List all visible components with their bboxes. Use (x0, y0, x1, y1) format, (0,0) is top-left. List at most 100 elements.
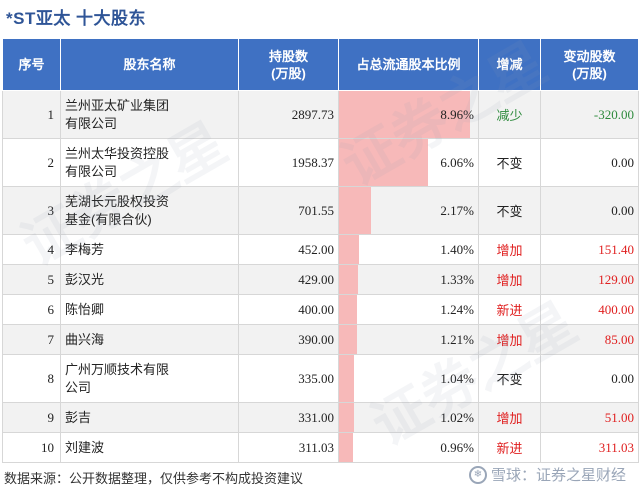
rank-cell: 6 (2, 294, 61, 325)
table-row: 6 陈怡卿 400.00 1.24% 新进 400.00 (2, 294, 639, 325)
change-status-cell: 新进 (478, 294, 541, 325)
snowball-logo-icon: ❄ (468, 465, 487, 484)
ratio-value: 1.02% (440, 409, 474, 425)
ratio-value: 0.96% (440, 439, 474, 455)
change-status-cell: 增加 (478, 264, 541, 295)
delta-shares-cell: 0.00 (540, 138, 639, 187)
ratio-value: 1.33% (440, 271, 474, 287)
holder-name-cell: 广州万顺技术有限 公司 (60, 354, 239, 403)
delta-shares-cell: 129.00 (540, 264, 639, 295)
ratio-cell: 1.02% (338, 402, 479, 433)
holder-name-cell: 芜湖长元股权投资 基金(有限合伙) (60, 186, 239, 235)
delta-shares-cell: 51.00 (540, 402, 639, 433)
data-source-note: 数据来源：公开数据整理，仅供参考不构成投资建议 (4, 471, 304, 486)
shares-cell: 2897.73 (238, 90, 339, 139)
table-row: 5 彭汉光 429.00 1.33% 增加 129.00 (2, 264, 639, 295)
ratio-bar (339, 433, 354, 462)
shareholders-table: 序号 股东名称 持股数 (万股) 占总流通股本比例 增减 变动股数 (万股) 1 兰州亚太矿业集… (2, 38, 639, 463)
delta-shares-cell: 400.00 (540, 294, 639, 325)
page-title: *ST亚太 十大股东 (6, 9, 147, 28)
table-row: 1 兰州亚太矿业集团 有限公司 2897.73 8.96% 减少 -320.00 (2, 90, 639, 139)
shares-cell: 335.00 (238, 354, 339, 403)
header-shares: 持股数 (万股) (238, 38, 339, 91)
delta-shares-cell: 0.00 (540, 186, 639, 235)
ratio-value: 1.21% (440, 331, 474, 347)
ratio-bar (339, 325, 357, 354)
change-status-cell: 增加 (478, 324, 541, 355)
shares-cell: 400.00 (238, 294, 339, 325)
rank-cell: 10 (2, 432, 61, 463)
delta-shares-cell: -320.00 (540, 90, 639, 139)
shares-cell: 1958.37 (238, 138, 339, 187)
ratio-cell: 0.96% (338, 432, 479, 463)
change-status-cell: 新进 (478, 432, 541, 463)
table-row: 9 彭吉 331.00 1.02% 增加 51.00 (2, 402, 639, 433)
ratio-value: 2.17% (440, 202, 474, 218)
change-status-cell: 增加 (478, 402, 541, 433)
table-header-row: 序号 股东名称 持股数 (万股) 占总流通股本比例 增减 变动股数 (万股) (2, 38, 639, 91)
table-row: 10 刘建波 311.03 0.96% 新进 311.03 (2, 432, 639, 463)
change-status-cell: 增加 (478, 234, 541, 265)
ratio-cell: 2.17% (338, 186, 479, 235)
ratio-bar (339, 187, 371, 234)
delta-shares-cell: 311.03 (540, 432, 639, 463)
rank-cell: 9 (2, 402, 61, 433)
shares-cell: 311.03 (238, 432, 339, 463)
ratio-bar (339, 403, 354, 432)
header-rank: 序号 (2, 38, 61, 91)
ratio-cell: 1.04% (338, 354, 479, 403)
ratio-bar (339, 265, 359, 294)
ratio-bar (339, 91, 471, 138)
holder-name-cell: 兰州太华投资控股 有限公司 (60, 138, 239, 187)
shares-cell: 429.00 (238, 264, 339, 295)
rank-cell: 7 (2, 324, 61, 355)
ratio-bar (339, 235, 360, 264)
header-ratio: 占总流通股本比例 (338, 38, 479, 91)
table-row: 7 曲兴海 390.00 1.21% 增加 85.00 (2, 324, 639, 355)
table-row: 2 兰州太华投资控股 有限公司 1958.37 6.06% 不变 0.00 (2, 138, 639, 187)
ratio-value: 8.96% (440, 106, 474, 122)
ratio-bar (339, 355, 355, 402)
table-row: 3 芜湖长元股权投资 基金(有限合伙) 701.55 2.17% 不变 0.00 (2, 186, 639, 235)
shares-cell: 701.55 (238, 186, 339, 235)
holder-name-cell: 刘建波 (60, 432, 239, 463)
ratio-bar (339, 139, 428, 186)
delta-shares-cell: 0.00 (540, 354, 639, 403)
table-row: 4 李梅芳 452.00 1.40% 增加 151.40 (2, 234, 639, 265)
holder-name-cell: 李梅芳 (60, 234, 239, 265)
holder-name-cell: 曲兴海 (60, 324, 239, 355)
table-row: 8 广州万顺技术有限 公司 335.00 1.04% 不变 0.00 (2, 354, 639, 403)
ratio-cell: 1.24% (338, 294, 479, 325)
ratio-value: 1.04% (440, 370, 474, 386)
ratio-cell: 6.06% (338, 138, 479, 187)
shares-cell: 452.00 (238, 234, 339, 265)
shares-cell: 331.00 (238, 402, 339, 433)
rank-cell: 3 (2, 186, 61, 235)
change-status-cell: 不变 (478, 354, 541, 403)
rank-cell: 4 (2, 234, 61, 265)
ratio-cell: 1.33% (338, 264, 479, 295)
ratio-value: 6.06% (440, 154, 474, 170)
holder-name-cell: 彭汉光 (60, 264, 239, 295)
change-status-cell: 不变 (478, 186, 541, 235)
ratio-value: 1.24% (440, 301, 474, 317)
change-status-cell: 减少 (478, 90, 541, 139)
holder-name-cell: 陈怡卿 (60, 294, 239, 325)
rank-cell: 2 (2, 138, 61, 187)
holder-name-cell: 兰州亚太矿业集团 有限公司 (60, 90, 239, 139)
header-delta: 变动股数 (万股) (540, 38, 639, 91)
rank-cell: 1 (2, 90, 61, 139)
brand-text: 雪球：证券之星财经 (490, 467, 626, 484)
rank-cell: 8 (2, 354, 61, 403)
ratio-cell: 1.40% (338, 234, 479, 265)
ratio-bar (339, 295, 358, 324)
header-change: 增减 (478, 38, 541, 91)
brand-mark: ❄ 雪球：证券之星财经 (468, 464, 626, 485)
rank-cell: 5 (2, 264, 61, 295)
change-status-cell: 不变 (478, 138, 541, 187)
ratio-value: 1.40% (440, 241, 474, 257)
shares-cell: 390.00 (238, 324, 339, 355)
header-holder-name: 股东名称 (60, 38, 239, 91)
ratio-cell: 1.21% (338, 324, 479, 355)
ratio-cell: 8.96% (338, 90, 479, 139)
